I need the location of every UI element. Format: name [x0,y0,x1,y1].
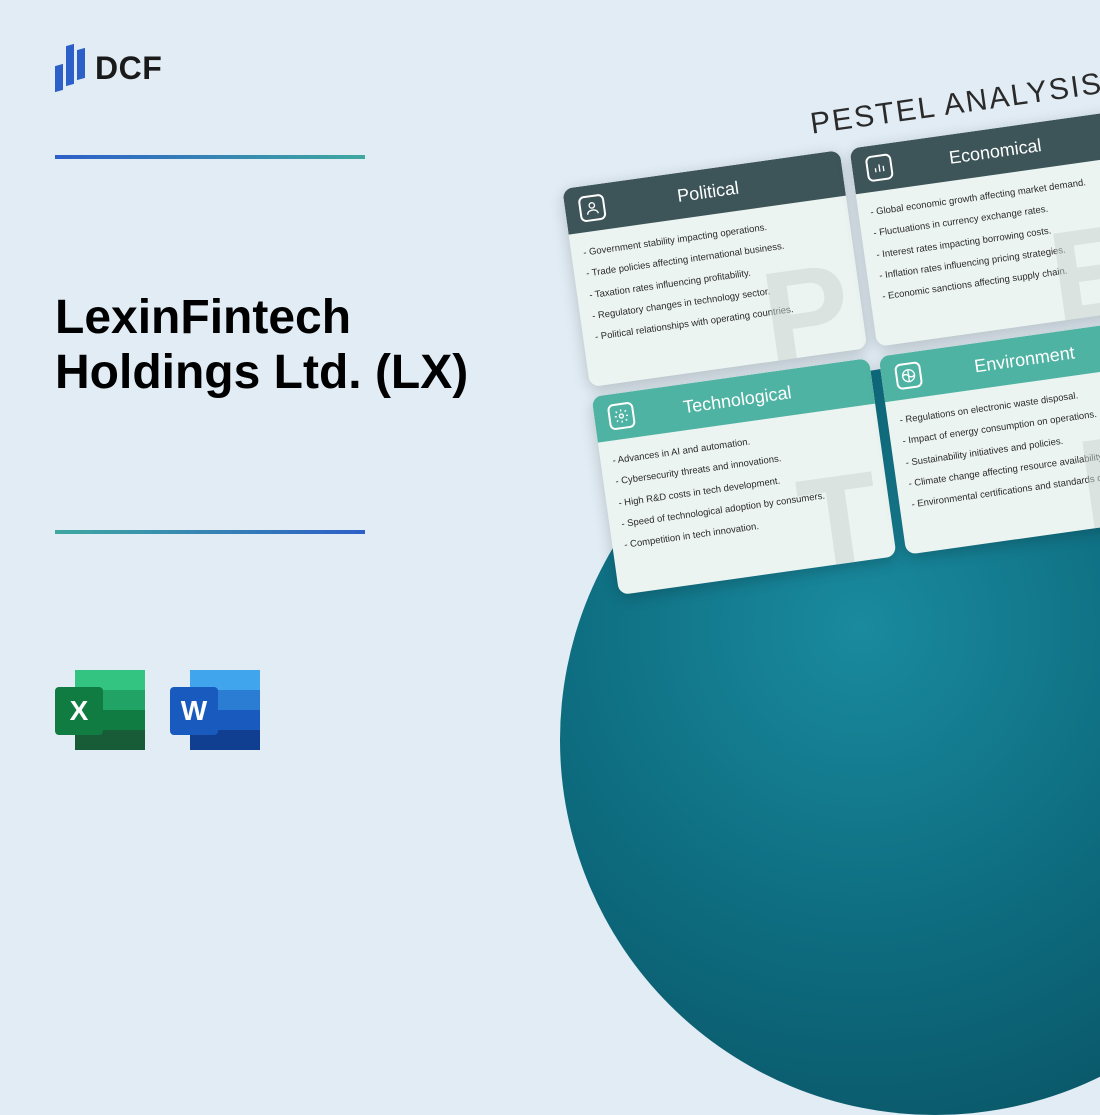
divider-top [55,155,365,159]
logo-bars-icon [55,45,85,91]
chart-icon [865,153,894,182]
pestel-panel: PESTEL ANALYSIS Political- Government st… [556,60,1100,595]
pestel-card-environment: Environment- Regulations on electronic w… [879,318,1100,555]
leaf-icon [894,361,923,390]
pestel-card-political: Political- Government stability impactin… [562,150,867,387]
excel-badge: X [55,687,103,735]
word-badge: W [170,687,218,735]
pestel-card-economical: Economical- Global economic growth affec… [849,110,1100,347]
logo-text: DCF [95,50,162,87]
page-title: LexinFintech Holdings Ltd. (LX) [55,290,468,400]
pestel-card-technological: Technological- Advances in AI and automa… [591,358,896,595]
excel-file-icon[interactable]: X [55,665,145,755]
divider-bottom [55,530,365,534]
word-file-icon[interactable]: W [170,665,260,755]
gear-icon [607,401,636,430]
person-icon [577,193,606,222]
logo: DCF [55,45,162,91]
